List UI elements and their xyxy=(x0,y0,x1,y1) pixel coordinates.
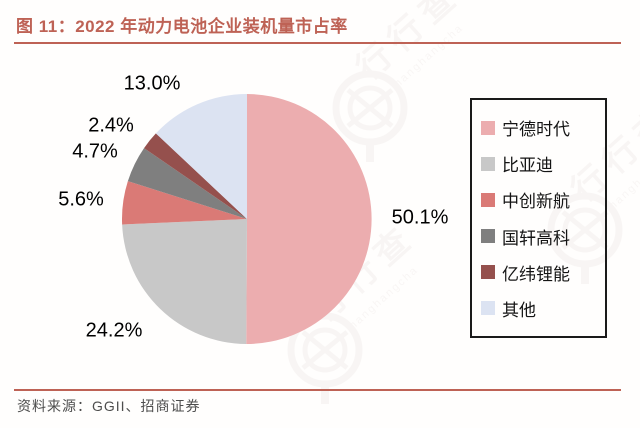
legend-item: 比亚迪 xyxy=(481,151,605,176)
legend-label: 亿纬锂能 xyxy=(502,264,570,284)
source-note: 资料来源：GGII、招商证券 xyxy=(17,398,201,414)
pie-slice-比亚迪 xyxy=(122,219,247,344)
legend-label: 其他 xyxy=(502,300,536,320)
legend-swatch xyxy=(481,156,495,171)
legend-label: 国轩高科 xyxy=(502,228,570,248)
legend-label: 比亚迪 xyxy=(502,156,553,176)
footer-divider xyxy=(14,389,621,391)
legend-item: 中创新航 xyxy=(481,187,605,212)
legend-box: 宁德时代 比亚迪 中创新航 国轩高科 亿纬锂能 其他 xyxy=(470,98,607,338)
pie-slice-亿纬锂能 xyxy=(144,133,247,219)
legend-label: 中创新航 xyxy=(502,192,570,212)
legend-item: 宁德时代 xyxy=(481,115,605,140)
legend-swatch xyxy=(481,229,495,244)
legend-swatch xyxy=(481,265,495,280)
title-divider xyxy=(14,42,621,44)
legend-item: 亿纬锂能 xyxy=(481,260,605,285)
pie-slice-国轩高科 xyxy=(127,148,247,219)
legend-label: 宁德时代 xyxy=(502,120,570,140)
legend-swatch xyxy=(481,120,495,135)
legend-swatch xyxy=(481,301,495,316)
legend-item: 国轩高科 xyxy=(481,224,605,249)
figure-title: 图 11：2022 年动力电池企业装机量市占率 xyxy=(16,17,348,36)
pie-slice-中创新航 xyxy=(121,181,247,225)
legend-swatch xyxy=(481,192,495,207)
pie-slice-其他 xyxy=(155,94,247,219)
pie-slice-宁德时代 xyxy=(246,94,372,345)
legend-item: 其他 xyxy=(481,296,605,321)
